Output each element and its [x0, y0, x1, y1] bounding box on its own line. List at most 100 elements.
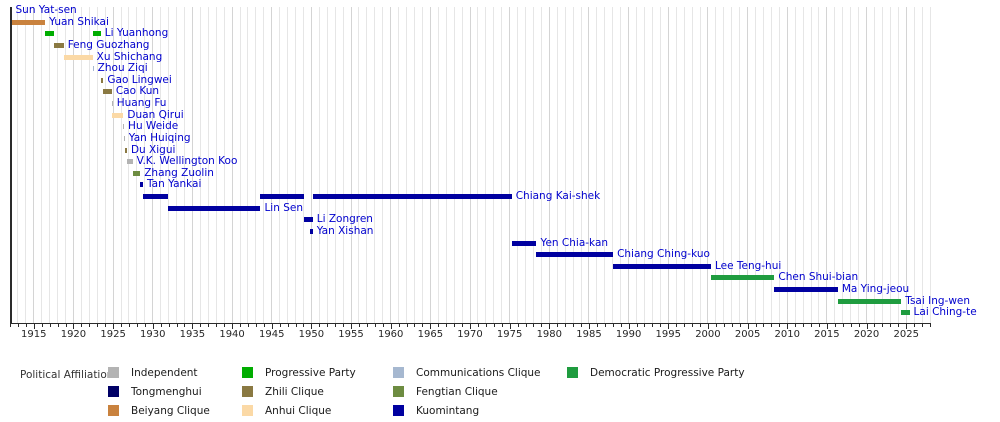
gridline	[104, 7, 106, 323]
axis-tick	[295, 324, 297, 328]
axis-tick	[366, 324, 368, 328]
axis-tick	[105, 324, 107, 328]
axis-tick	[882, 324, 884, 328]
legend-item-label: Fengtian Clique	[416, 385, 498, 398]
gridline	[128, 7, 130, 323]
axis-tick	[33, 324, 35, 329]
legend-column: Independent Tongmenghui Beiyang Clique	[108, 367, 210, 422]
axis-tick	[668, 324, 670, 329]
axis-tick-label: 1930	[140, 329, 166, 340]
gridline	[223, 7, 225, 323]
gridline	[207, 7, 209, 323]
person-label: Tsai Ing-wen	[905, 294, 971, 307]
legend-title: Political Affiliation:	[20, 369, 117, 381]
axis-tick	[184, 324, 186, 328]
legend-item: Kuomintang	[393, 405, 541, 417]
gridline	[17, 7, 19, 323]
axis-tick	[287, 324, 289, 328]
person-label: Yan Xishan	[316, 224, 374, 237]
legend-item: Anhui Clique	[242, 405, 356, 417]
gridline	[255, 7, 257, 323]
axis-tick	[279, 324, 281, 328]
gridline	[525, 7, 527, 323]
gridline	[604, 7, 606, 323]
gridline	[334, 7, 336, 323]
gridline	[889, 7, 891, 323]
axis-tick	[842, 324, 844, 328]
gridline	[707, 7, 709, 323]
gridline	[675, 7, 677, 323]
person-label: Ma Ying-jeou	[841, 283, 910, 296]
gridline	[80, 7, 82, 323]
gridline	[231, 7, 233, 323]
gridline	[866, 7, 868, 323]
term-bar	[100, 77, 104, 83]
axis-tick	[715, 324, 717, 328]
axis-tick-label: 1950	[298, 329, 325, 340]
gridline	[168, 7, 170, 323]
gridline	[136, 7, 138, 323]
term-bar	[92, 31, 101, 37]
person-label: Li Yuanhong	[104, 27, 169, 40]
legend-item-label: Progressive Party	[265, 366, 356, 379]
axis-tick	[501, 324, 503, 328]
gridline	[913, 7, 915, 323]
gridline	[445, 7, 447, 323]
gridline	[358, 7, 360, 323]
axis-tick	[25, 324, 27, 328]
gridline	[755, 7, 757, 323]
axis-tick	[73, 324, 75, 329]
gridline	[548, 7, 550, 323]
axis-tick	[906, 324, 908, 329]
term-bar	[132, 170, 141, 176]
x-axis-spine	[10, 323, 931, 325]
axis-tick	[247, 324, 249, 328]
axis-tick	[65, 324, 67, 328]
axis-tick	[144, 324, 146, 328]
term-bar	[92, 66, 94, 72]
axis-tick	[406, 324, 408, 328]
axis-tick	[914, 324, 916, 328]
gridline	[509, 7, 511, 323]
gridline	[382, 7, 384, 323]
legend-column: Communications Clique Fengtian Clique Kuom…	[393, 367, 541, 422]
gridline	[897, 7, 899, 323]
gridline	[715, 7, 717, 323]
gridline	[699, 7, 701, 323]
legend-item-label: Tongmenghui	[131, 385, 202, 398]
axis-tick	[152, 324, 154, 329]
gridline	[112, 7, 114, 323]
gridline	[469, 7, 471, 323]
gridline	[279, 7, 281, 323]
axis-tick	[557, 324, 559, 328]
axis-tick	[200, 324, 202, 328]
legend-item-label: Communications Clique	[416, 366, 541, 379]
axis-tick-label: 1970	[457, 329, 483, 340]
axis-tick-label: 1940	[219, 329, 245, 340]
gridline	[413, 7, 415, 323]
term-bar	[112, 112, 124, 118]
term-bar	[511, 240, 537, 246]
gridline	[881, 7, 883, 323]
gridline	[517, 7, 519, 323]
legend-swatch	[567, 367, 578, 378]
gridline	[120, 7, 122, 323]
gridline	[350, 7, 352, 323]
person-label: Tan Yankai	[147, 178, 202, 191]
gridline	[493, 7, 495, 323]
axis-tick	[477, 324, 479, 328]
axis-tick	[898, 324, 900, 328]
term-bar	[901, 310, 910, 316]
axis-tick	[636, 324, 638, 328]
gridline	[374, 7, 376, 323]
legend-item: Tongmenghui	[108, 385, 210, 398]
gridline	[628, 7, 630, 323]
axis-tick	[826, 324, 828, 329]
term-bar	[613, 263, 711, 269]
axis-tick	[493, 324, 495, 328]
gridline	[723, 7, 725, 323]
axis-tick	[707, 324, 709, 329]
axis-tick	[136, 324, 138, 328]
axis-tick	[779, 324, 781, 328]
axis-tick	[676, 324, 678, 328]
